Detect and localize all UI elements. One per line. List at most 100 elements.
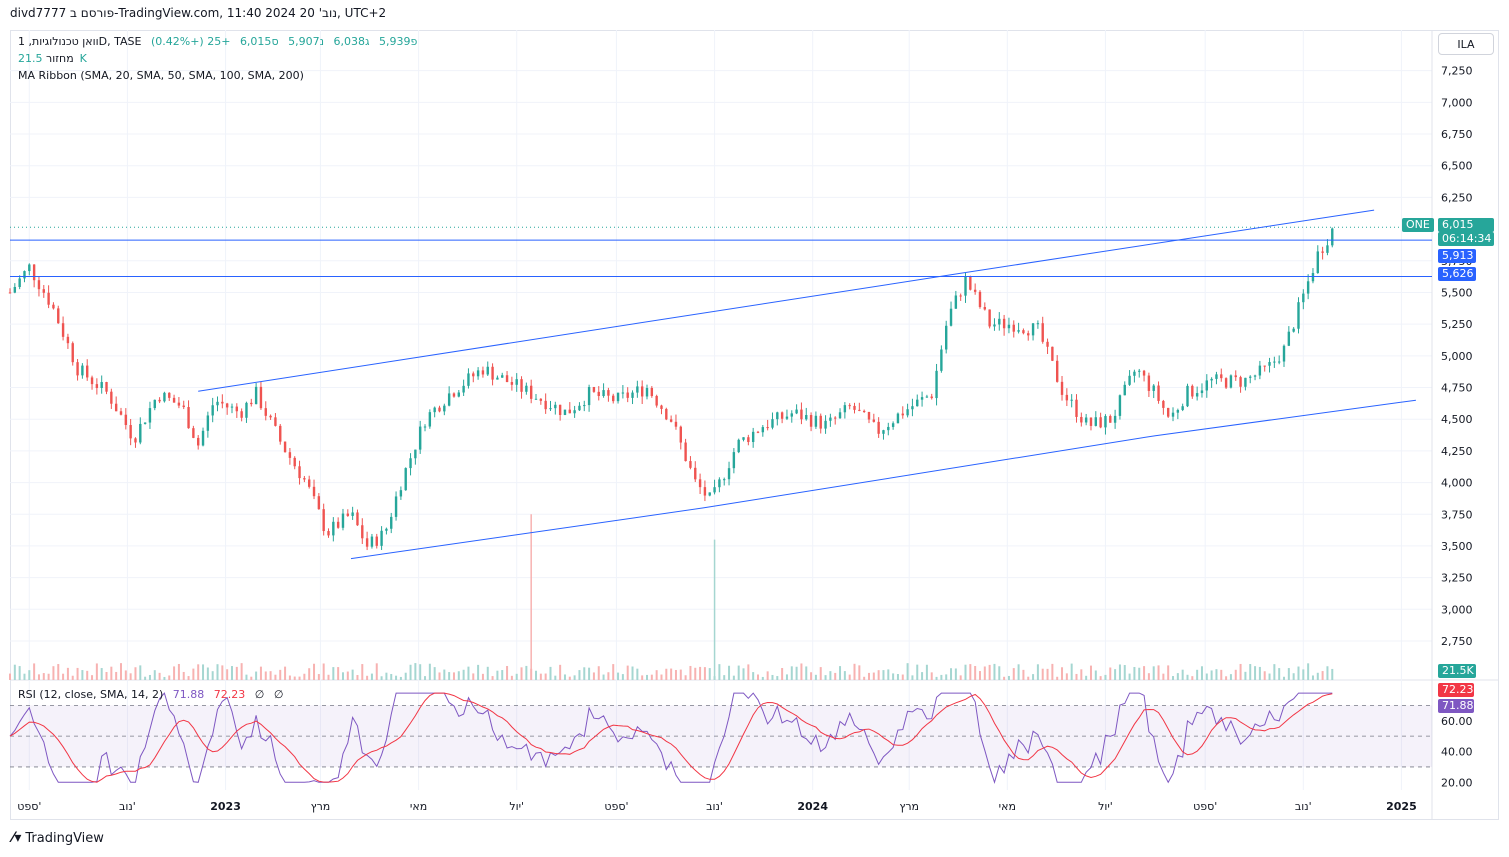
candle-body [891, 423, 895, 427]
time-axis-label: 2024 [797, 800, 828, 813]
volume-bar [1215, 669, 1218, 680]
volume-bar [452, 672, 455, 680]
volume-bar [959, 675, 962, 680]
volume-bar [1186, 674, 1189, 680]
volume-label[interactable]: מחזור [46, 52, 74, 65]
volume-bar [202, 664, 205, 680]
candle-body [713, 487, 716, 493]
candle-body [578, 405, 581, 411]
volume-bar [896, 674, 899, 680]
volume-bar [424, 676, 427, 680]
candle-body [447, 393, 451, 406]
candle-body [694, 467, 697, 480]
ma-ribbon-legend[interactable]: MA Ribbon (SMA, 20, SMA, 50, SMA, 100, S… [18, 69, 310, 82]
rsi-label[interactable]: RSI (12, close, SMA, 14, 2) [18, 688, 164, 701]
candle-body [930, 396, 933, 399]
time-axis-label: ספט' [1193, 800, 1217, 813]
rsi-line [9, 692, 1333, 785]
volume-bar [168, 675, 171, 680]
candle-body [293, 457, 296, 467]
candle-body [1302, 293, 1305, 303]
candle-body [172, 397, 176, 403]
candle-body [838, 412, 842, 419]
candle-body [520, 379, 523, 392]
candle-body [245, 402, 248, 418]
candle-body [751, 431, 755, 443]
candle-body [505, 375, 509, 383]
volume-bar [9, 673, 11, 680]
candle-body [616, 392, 620, 402]
symbol-name[interactable]: וואן טכנולוגיות, 1D, TASE [18, 35, 142, 48]
candle-body [61, 323, 65, 337]
candle-body [978, 291, 982, 308]
currency-button[interactable]: ILA [1438, 33, 1494, 55]
volume-bar [192, 668, 195, 680]
volume-bar [848, 674, 851, 680]
candle-body [134, 438, 137, 443]
volume-bar [737, 665, 740, 680]
candle-body [110, 391, 113, 404]
volume-bar [105, 671, 108, 680]
candle-body [1239, 377, 1242, 387]
candle-body [1065, 394, 1069, 401]
candle-body [1215, 374, 1218, 379]
candles [8, 227, 1334, 551]
candle-body [86, 365, 89, 378]
candle-body [1002, 318, 1006, 329]
candle-body [1051, 346, 1054, 361]
candle-body [18, 278, 21, 287]
volume-bar [1176, 673, 1179, 680]
volume-bar [974, 665, 977, 680]
volume-bar [18, 666, 21, 680]
candle-body [1282, 345, 1286, 362]
candle-body [867, 411, 871, 420]
volume-bar [795, 666, 798, 680]
candle-body [327, 531, 330, 536]
candle-body [766, 427, 769, 429]
volume-bar [1263, 671, 1266, 680]
volume-bar [472, 673, 475, 680]
volume-bar [467, 666, 470, 680]
candle-body [100, 382, 103, 389]
volume-bar [110, 666, 113, 680]
volume-bar [115, 671, 118, 680]
volume-bar [1254, 666, 1257, 680]
volume-bar [882, 670, 885, 680]
candle-body [1041, 323, 1044, 342]
volume-bar [969, 664, 972, 680]
volume-bar [356, 675, 359, 680]
volume-bar [539, 673, 542, 680]
volume-bar [1307, 663, 1310, 680]
candle-body [727, 468, 731, 480]
candle-body [761, 427, 765, 433]
candle-body [602, 390, 605, 397]
volume-bar [1244, 671, 1247, 680]
volume-bar [742, 668, 745, 680]
volume-bar [1196, 669, 1199, 680]
candle-body [298, 466, 301, 479]
candle-body [1244, 377, 1247, 387]
candle-body [288, 452, 292, 458]
volume-bar [419, 664, 422, 680]
candle-body [718, 479, 721, 488]
volume-bar [1032, 674, 1035, 680]
tradingview-logo[interactable]: ⁄▾ TradingView [12, 830, 104, 846]
volume-bar [877, 670, 880, 680]
trendlines [198, 209, 1416, 560]
volume-bar [361, 664, 364, 680]
volume-bar [906, 663, 909, 680]
volume-bar [684, 675, 687, 680]
volume-bar [211, 671, 214, 680]
candle-body [896, 413, 900, 424]
price-axis-label: 2,750 [1441, 635, 1473, 648]
candle-body [1253, 375, 1257, 377]
volume-bar [703, 667, 706, 680]
candle-body [1007, 324, 1011, 329]
volume-bar [1051, 663, 1054, 680]
volume-bar [867, 672, 870, 680]
candle-body [563, 409, 567, 415]
volume-bar [925, 664, 928, 680]
volume-bar [1041, 668, 1044, 680]
volume-bar [1287, 668, 1290, 680]
